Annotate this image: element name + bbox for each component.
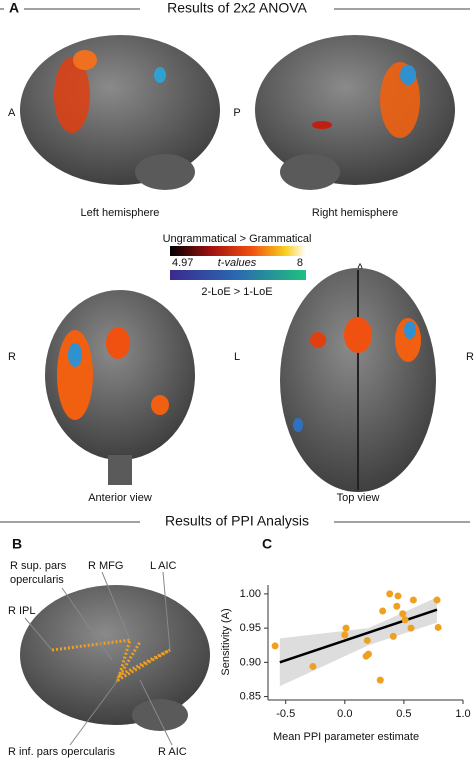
orientation-label: R <box>8 351 16 363</box>
region-label: R IPL <box>8 605 36 617</box>
region-label: R AIC <box>158 746 187 758</box>
brain-anterior <box>45 290 195 485</box>
y-tick-label: 0.90 <box>240 656 261 668</box>
point <box>433 596 441 604</box>
brain-ppi <box>20 571 210 746</box>
panel-letter: B <box>12 536 22 552</box>
region-label: R inf. pars opercularis <box>8 746 115 758</box>
point <box>379 607 387 615</box>
point <box>271 642 279 650</box>
point <box>376 676 384 684</box>
region-label: R MFG <box>88 560 123 572</box>
region-label: R sup. pars <box>10 560 67 572</box>
y-axis-title: Sensitivity (A) <box>220 608 232 675</box>
point <box>434 623 442 631</box>
x-tick-label: 0.0 <box>337 708 352 720</box>
region-label: L AIC <box>150 560 177 572</box>
legend-label: Ungrammatical > Grammatical <box>163 233 312 245</box>
x-tick-label: 1.0 <box>455 708 470 720</box>
point <box>399 610 407 618</box>
mask <box>4 0 24 18</box>
y-tick-label: 0.95 <box>240 622 261 634</box>
view-caption: Top view <box>337 492 380 504</box>
mask <box>140 0 334 18</box>
orientation-label: R <box>466 351 474 363</box>
colorbar-min: 4.97 <box>172 257 193 269</box>
brain-right <box>255 35 455 190</box>
point <box>362 652 370 660</box>
x-tick-label: 0.5 <box>396 708 411 720</box>
orientation-label: A <box>8 107 16 119</box>
colorbar-max: 8 <box>297 257 303 269</box>
point <box>409 596 417 604</box>
view-caption: Anterior view <box>88 492 152 504</box>
point <box>342 624 350 632</box>
panel-letter: C <box>262 536 272 552</box>
orientation-label: P <box>233 107 240 119</box>
orientation-label: A <box>356 262 364 274</box>
x-tick-label: -0.5 <box>276 708 295 720</box>
point <box>341 631 349 639</box>
point <box>389 632 397 640</box>
y-tick-label: 1.00 <box>240 588 261 600</box>
panel-letter: A <box>9 0 19 16</box>
orientation-label: L <box>234 351 240 363</box>
colorbar-label: t-values <box>218 257 257 269</box>
mask <box>140 512 334 532</box>
colorbar <box>170 246 306 256</box>
x-axis-title: Mean PPI parameter estimate <box>273 731 419 743</box>
scatter-plot: 0.85 0.90 0.95 1.00 -0.5 0.0 0.5 1.0 <box>240 585 471 720</box>
section-title: Results of PPI Analysis <box>165 513 309 529</box>
point <box>309 662 317 670</box>
view-caption: Left hemisphere <box>81 207 160 219</box>
point <box>386 590 394 598</box>
point <box>401 616 409 624</box>
section-title: Results of 2x2 ANOVA <box>167 0 307 16</box>
brain-top <box>280 268 436 492</box>
point <box>394 592 402 600</box>
fit-line <box>279 608 438 664</box>
brain-left <box>20 35 220 190</box>
confidence-band <box>279 597 437 687</box>
region-label: opercularis <box>10 574 64 586</box>
point <box>363 636 371 644</box>
view-caption: Right hemisphere <box>312 207 398 219</box>
point <box>407 624 415 632</box>
legend-label: 2-LoE > 1-LoE <box>201 286 272 298</box>
point <box>393 602 401 610</box>
colorbar <box>170 270 306 280</box>
y-tick-label: 0.85 <box>240 690 261 702</box>
